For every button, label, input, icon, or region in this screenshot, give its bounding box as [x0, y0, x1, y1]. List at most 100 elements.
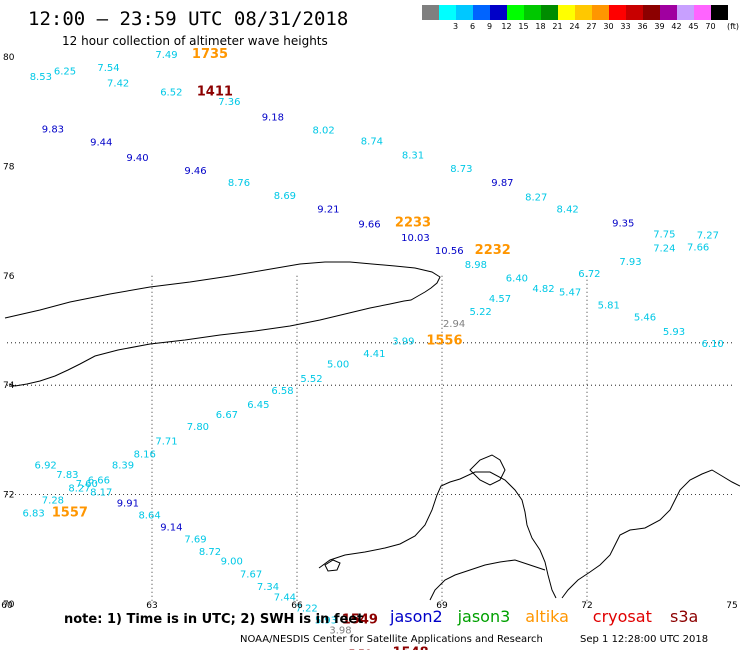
wave-height-label: 7.49: [155, 50, 177, 61]
wave-height-label: 7.60: [76, 479, 98, 490]
wave-height-label: 6.83: [22, 508, 44, 519]
scale-label: 9: [486, 22, 493, 31]
wave-height-label: 7.36: [218, 97, 240, 108]
scale-swatch: [626, 5, 643, 20]
scale-label: 45: [688, 22, 699, 31]
novaya-zemlya-coast: [4, 261, 441, 387]
wave-height-label: 5.47: [559, 287, 581, 298]
coastline: [4, 261, 740, 601]
scale-label: 27: [586, 22, 597, 31]
wave-height-label: 7.75: [653, 230, 675, 241]
scale-swatch: [660, 5, 677, 20]
wave-height-label: 9.40: [126, 153, 148, 164]
wave-height-label: 8.76: [228, 178, 250, 189]
wave-height-label: 7.67: [240, 570, 262, 581]
wave-height-label: 9.44: [90, 138, 112, 149]
map-subtitle: 12 hour collection of altimeter wave hei…: [62, 34, 328, 48]
wave-height-label: 6.67: [216, 410, 238, 421]
wave-height-label: 8.72: [199, 547, 221, 558]
wave-height-label: 4.57: [489, 294, 511, 305]
pass-time-label: 1548: [392, 646, 428, 650]
wave-height-label: 8.53: [30, 72, 52, 83]
wave-height-label: 8.73: [450, 164, 472, 175]
pass-time-label: 1556: [426, 334, 462, 349]
wave-height-label: 9.46: [184, 166, 206, 177]
wave-height-label: 7.83: [56, 470, 78, 481]
latitude-label: 70: [3, 600, 15, 610]
scale-swatch: [711, 5, 728, 20]
wave-height-label: 5.93: [315, 616, 337, 627]
longitude-label: 72: [581, 601, 592, 611]
latitude-label: 72: [3, 491, 14, 501]
scale-swatch: [575, 5, 592, 20]
wave-height-label: 4.41: [363, 349, 385, 360]
wave-height-label: 6.72: [578, 269, 600, 280]
wave-height-label: 5.00: [327, 360, 349, 371]
scale-swatch: [694, 5, 711, 20]
wave-height-label: 8.69: [274, 191, 296, 202]
wave-height-label: 7.69: [184, 535, 206, 546]
wave-height-label: 7.44: [274, 593, 296, 604]
scale-swatch: [643, 5, 660, 20]
scale-swatch: [422, 5, 439, 20]
wave-height-label: 7.80: [187, 422, 209, 433]
longitude-label: 60: [1, 601, 13, 611]
scale-swatch: [490, 5, 507, 20]
wave-height-label: 7.42: [107, 79, 129, 90]
coastline-south: [318, 471, 557, 599]
wave-height-label: 6.10: [702, 339, 724, 350]
wave-height-label: 7.22: [296, 604, 318, 615]
satellite-legend-cryosat: cryosat: [592, 607, 652, 626]
wave-height-label: 7.71: [155, 436, 177, 447]
latitude-label: 74: [3, 381, 15, 391]
wave-height-label: 5.81: [598, 301, 620, 312]
scale-label: 24: [569, 22, 580, 31]
units-note: note: 1) Time is in UTC; 2) SWH is in fe…: [64, 612, 364, 627]
scale-label: 30: [603, 22, 614, 31]
wave-height-label: 7.76: [349, 649, 371, 650]
wave-height-label: 9.91: [117, 499, 139, 510]
pass-time-label: 1735: [192, 47, 228, 62]
wave-height-label: 9.18: [262, 112, 284, 123]
scale-swatch: [439, 5, 456, 20]
scale-swatch: [558, 5, 575, 20]
wave-height-label: 7.93: [619, 257, 641, 268]
scale-label: 21: [552, 22, 563, 31]
wave-height-label: 8.98: [465, 260, 487, 271]
scale-swatch: [524, 5, 541, 20]
lower-coastline: [429, 559, 546, 601]
latitude-label: 78: [3, 162, 15, 172]
wave-height-label: 6.58: [271, 386, 293, 397]
wave-height-label: 7.66: [687, 243, 709, 254]
south-island: [324, 559, 341, 572]
scale-swatch: [541, 5, 558, 20]
yamal-east-coast: [561, 469, 740, 599]
scale-swatch: [507, 5, 524, 20]
wave-height-label: 7.24: [653, 244, 675, 255]
wave-height-label: 8.42: [557, 204, 579, 215]
scale-label: 15: [518, 22, 529, 31]
pass-time-label: 2233: [395, 216, 431, 231]
pass-time-label: 2232: [475, 243, 511, 258]
scale-swatch: [677, 5, 694, 20]
wave-height-label: 9.87: [491, 178, 513, 189]
wave-height-label: 5.93: [663, 327, 685, 338]
wave-height-label: 7.27: [697, 231, 719, 242]
longitude-label: 69: [436, 601, 448, 611]
wave-height-label: 8.02: [312, 126, 334, 137]
wave-height-label: 5.52: [300, 374, 322, 385]
graticule-grid: [7, 275, 732, 604]
wave-height-label: 9.35: [612, 219, 634, 230]
wave-height-label: 3.98: [329, 626, 351, 637]
satellite-legend-jason2: jason2: [390, 607, 443, 626]
longitude-label: 66: [291, 601, 303, 611]
scale-label: 39: [654, 22, 665, 31]
wave-height-label: 6.66: [88, 476, 110, 487]
map-title: 12:00 — 23:59 UTC 08/31/2018: [28, 8, 349, 30]
scale-label: 36: [637, 22, 648, 31]
wave-height-label: 8.39: [112, 460, 134, 471]
scale-swatch: [473, 5, 490, 20]
